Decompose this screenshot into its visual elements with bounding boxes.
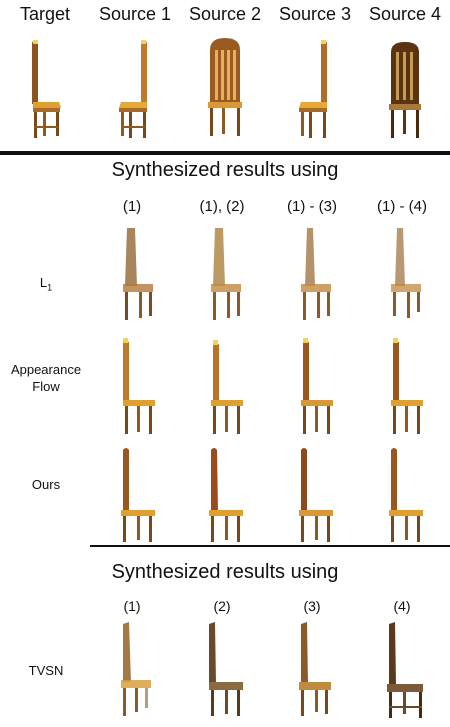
appearance-flow-result-2-image: [203, 336, 248, 440]
appearance-flow-result-1-image: [115, 336, 160, 440]
section-divider: [0, 151, 450, 155]
row-label-ours: Ours: [0, 476, 92, 493]
l1-result-3-image: [293, 226, 338, 326]
section-1-col-4: (1) - (4): [357, 198, 447, 215]
section-2-col-2: (2): [177, 598, 267, 614]
header-source-2: Source 2: [180, 4, 270, 25]
source-3-chair-image: [295, 40, 335, 140]
appearance-flow-result-4-image: [383, 336, 428, 440]
source-1-chair-image: [115, 40, 155, 140]
source-4-chair-image: [385, 40, 425, 140]
section-2-title: Synthesized results using: [0, 561, 450, 584]
target-chair-image: [25, 40, 65, 140]
section-1-title: Synthesized results using: [0, 159, 450, 182]
section-2-col-1: (1): [87, 598, 177, 614]
section-2-col-3: (3): [267, 598, 357, 614]
header-source-1: Source 1: [90, 4, 180, 25]
subsection-divider: [90, 545, 450, 547]
section-1-col-3: (1) - (3): [267, 198, 357, 215]
row-label-l1: L1: [0, 274, 92, 297]
tvsn-result-2-image: [203, 620, 248, 720]
ours-result-2-image: [203, 446, 248, 546]
l1-result-1-image: [115, 226, 160, 326]
ours-result-4-image: [383, 446, 428, 546]
header-source-4: Source 4: [360, 4, 450, 25]
section-1-col-1: (1): [87, 198, 177, 215]
tvsn-result-1-image: [113, 620, 158, 720]
tvsn-result-3-image: [293, 620, 338, 720]
header-source-3: Source 3: [270, 4, 360, 25]
ours-result-1-image: [115, 446, 160, 546]
row-label-appearance-flow: Appearance Flow: [0, 361, 92, 395]
section-1-col-2: (1), (2): [177, 198, 267, 215]
source-2-chair-image: [200, 36, 250, 140]
ours-result-3-image: [293, 446, 338, 546]
l1-result-2-image: [203, 226, 248, 326]
appearance-flow-result-3-image: [293, 336, 338, 440]
tvsn-result-4-image: [383, 620, 428, 720]
header-target: Target: [0, 4, 90, 25]
row-label-tvsn: TVSN: [0, 662, 92, 679]
section-2-col-4: (4): [357, 598, 447, 614]
l1-result-4-image: [383, 226, 428, 326]
